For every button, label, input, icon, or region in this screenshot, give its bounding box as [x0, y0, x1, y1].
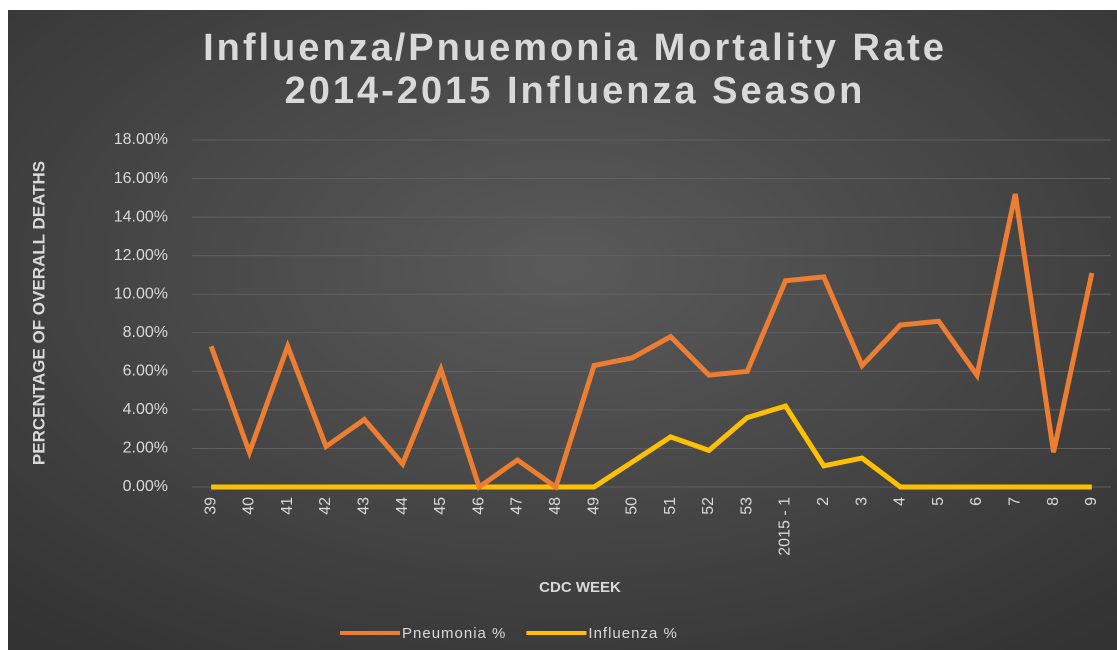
y-tick-label: 14.00% [114, 208, 168, 225]
x-tick-label: 39 [202, 497, 219, 515]
y-tick-label: 2.00% [123, 440, 168, 457]
x-tick-label: 2 [815, 497, 832, 506]
line-series [211, 403, 1092, 490]
x-tick-label: 46 [470, 497, 487, 515]
x-tick-label: 2015 - 1 [777, 497, 794, 556]
x-tick-label: 41 [279, 497, 296, 515]
y-tick-label: 8.00% [123, 324, 168, 341]
y-tick-label: 4.00% [123, 401, 168, 418]
x-tick-label: 52 [700, 497, 717, 515]
x-tick-label: 50 [624, 497, 641, 515]
x-tick-label: 5 [930, 497, 947, 506]
x-tick-label: 6 [968, 497, 985, 506]
y-tick-label: 18.00% [114, 131, 168, 148]
x-tick-label: 42 [317, 497, 334, 515]
y-tick-label: 16.00% [114, 170, 168, 187]
x-tick-label: 49 [585, 497, 602, 515]
line-series [208, 193, 1095, 492]
x-tick-label: 43 [356, 497, 373, 515]
legend-label: Influenza % [588, 625, 677, 642]
x-tick-label: 51 [662, 497, 679, 515]
x-tick-label: 40 [241, 497, 258, 515]
x-axis-label: CDC WEEK [539, 579, 621, 596]
y-tick-label: 12.00% [114, 247, 168, 264]
y-tick-label: 6.00% [123, 363, 168, 380]
x-tick-label: 48 [547, 497, 564, 515]
y-tick-label: 0.00% [123, 478, 168, 495]
legend-label: Pneumonia % [402, 625, 506, 642]
x-tick-label: 7 [1006, 497, 1023, 506]
x-tick-label: 47 [509, 497, 526, 515]
x-tick-label: 8 [1045, 497, 1062, 506]
x-tick-label: 3 [853, 497, 870, 506]
y-tick-label: 10.00% [114, 285, 168, 302]
x-tick-label: 4 [892, 497, 909, 506]
x-tick-label: 45 [432, 497, 449, 515]
chart-title: Influenza/Pnuemonia Mortality Rate [203, 27, 947, 69]
y-axis-label: PERCENTAGE OF OVERALL DEATHS [29, 161, 48, 465]
x-tick-label: 44 [394, 497, 411, 515]
background [8, 10, 1117, 650]
x-tick-label: 9 [1083, 497, 1100, 506]
chart-subtitle: 2014-2015 Influenza Season [285, 70, 866, 112]
x-tick-label: 53 [738, 497, 755, 515]
